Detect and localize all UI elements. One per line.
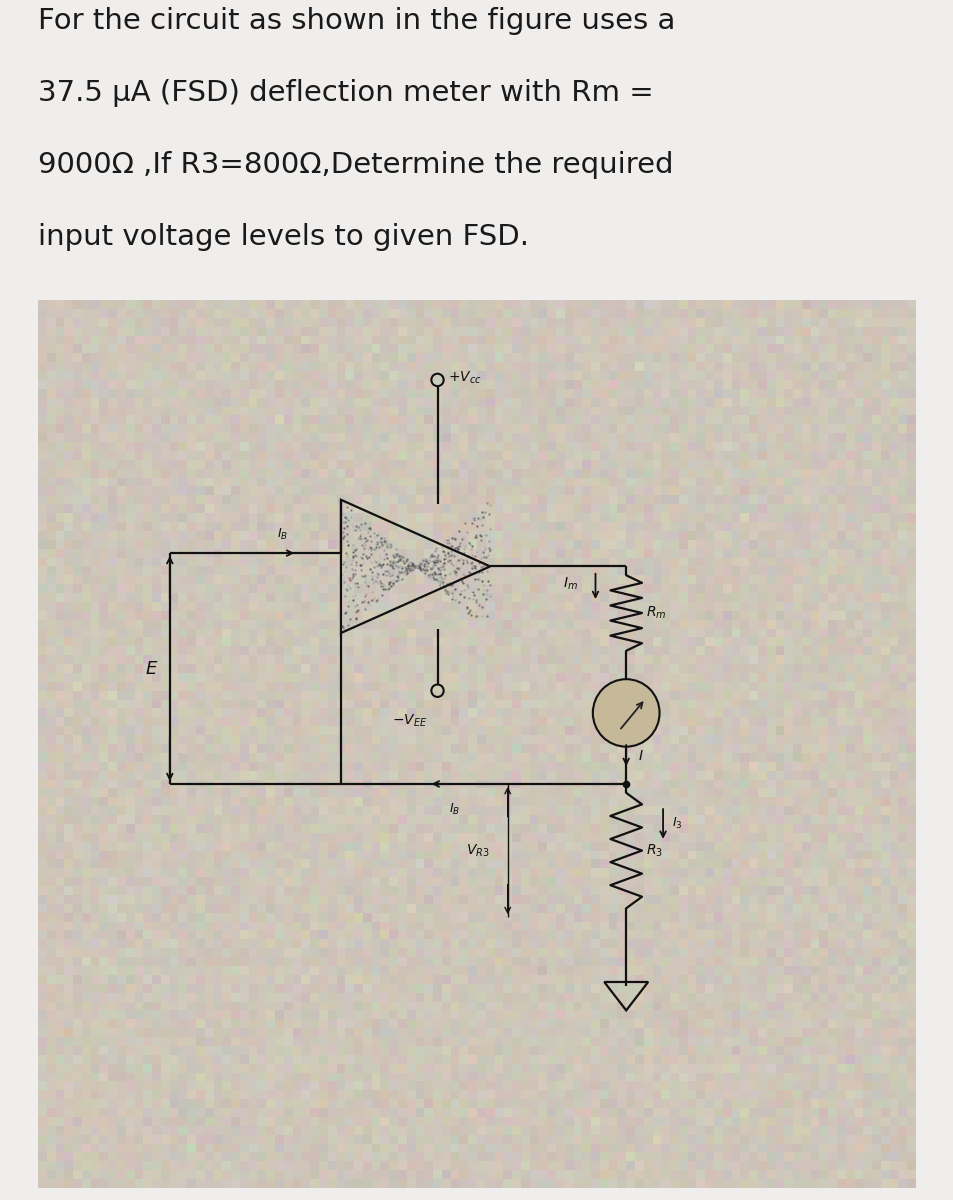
Text: $I$: $I$	[638, 749, 643, 762]
Text: 37.5 μA (FSD) deflection meter with Rm =: 37.5 μA (FSD) deflection meter with Rm =	[38, 78, 653, 107]
Text: $I_B$: $I_B$	[449, 802, 459, 817]
Text: $V_{R3}$: $V_{R3}$	[465, 842, 489, 859]
Circle shape	[592, 679, 659, 746]
Text: $I_3$: $I_3$	[671, 816, 681, 832]
Text: $I_m$: $I_m$	[562, 576, 578, 593]
Text: For the circuit as shown in the figure uses a: For the circuit as shown in the figure u…	[38, 6, 675, 35]
Text: +$V_{cc}$: +$V_{cc}$	[448, 370, 481, 386]
Text: $R_m$: $R_m$	[645, 605, 665, 622]
Text: $R_3$: $R_3$	[645, 842, 661, 859]
Text: 9000Ω ,If R3=800Ω,Determine the required: 9000Ω ,If R3=800Ω,Determine the required	[38, 150, 673, 179]
Text: $I_B$: $I_B$	[276, 527, 288, 542]
Text: $E$: $E$	[145, 660, 158, 678]
Text: $-V_{EE}$: $-V_{EE}$	[391, 713, 427, 730]
Text: input voltage levels to given FSD.: input voltage levels to given FSD.	[38, 222, 529, 251]
